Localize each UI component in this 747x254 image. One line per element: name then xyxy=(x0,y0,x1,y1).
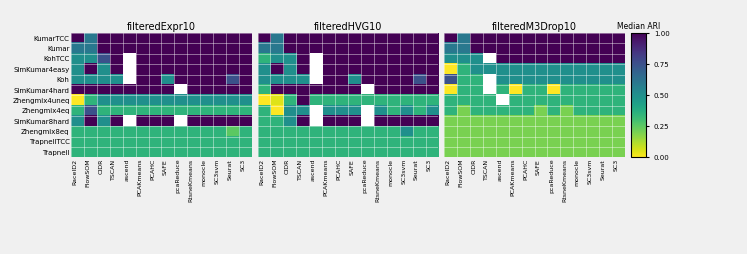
Title: Median ARI: Median ARI xyxy=(617,22,660,31)
Title: filteredExpr10: filteredExpr10 xyxy=(127,22,196,32)
Title: filteredHVG10: filteredHVG10 xyxy=(314,22,382,32)
Title: filteredM3Drop10: filteredM3Drop10 xyxy=(492,22,577,32)
